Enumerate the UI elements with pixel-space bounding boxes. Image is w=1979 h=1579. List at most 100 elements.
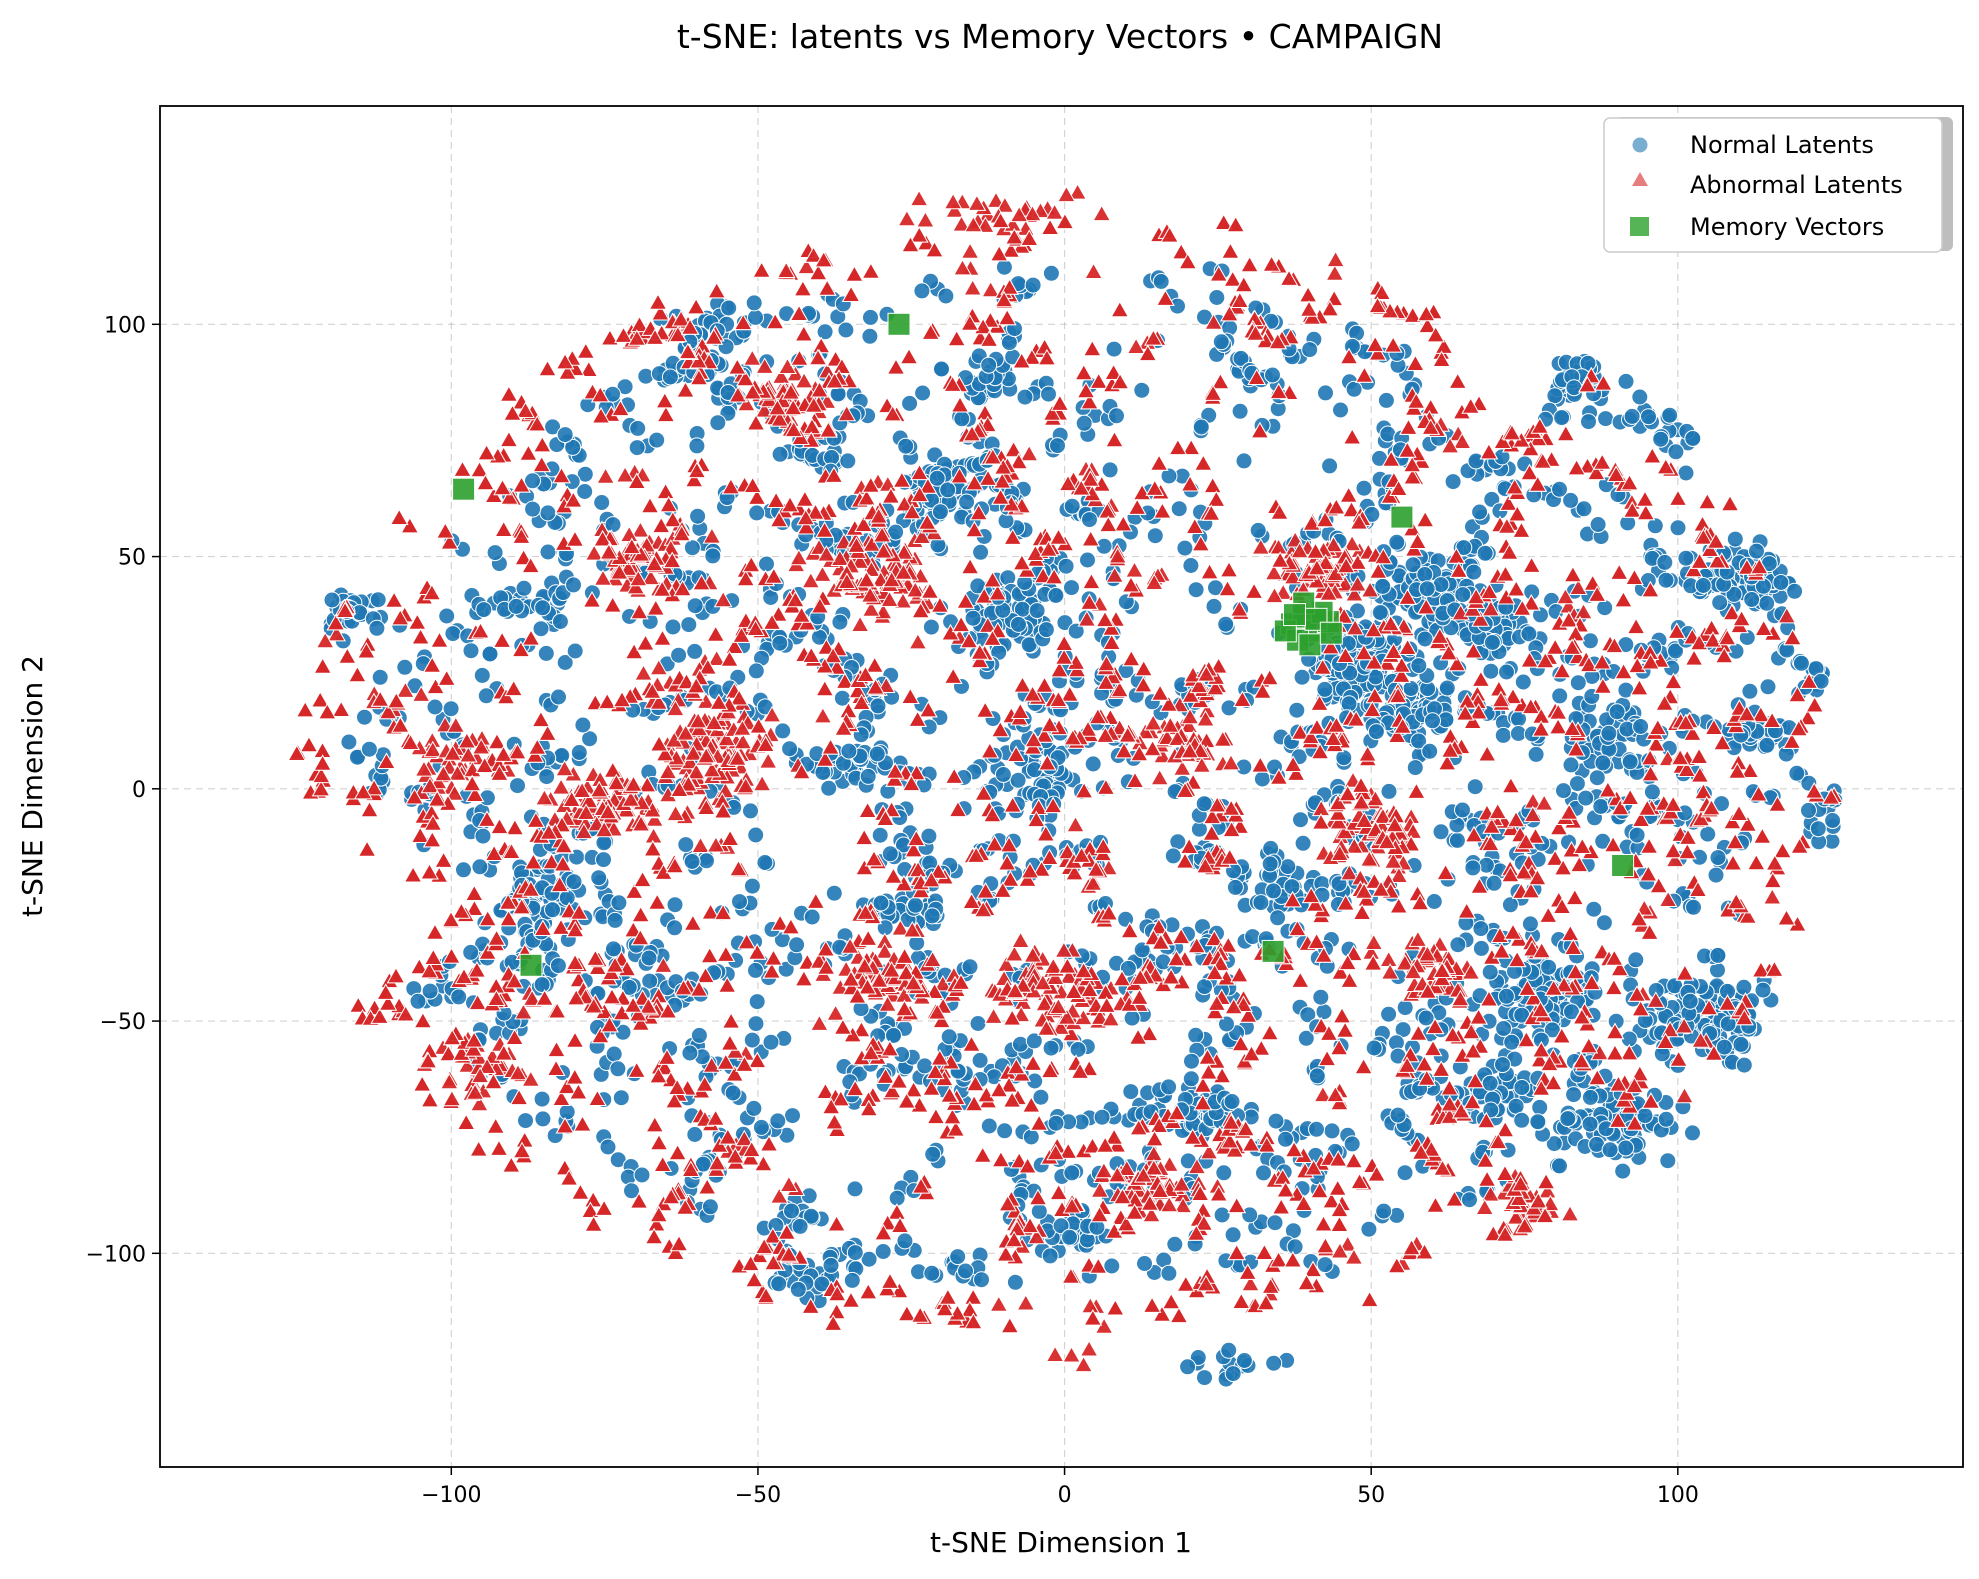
normal-latent-point: [859, 767, 877, 785]
normal-latent-point: [743, 877, 761, 895]
normal-latent-point: [1684, 430, 1702, 447]
normal-latent-point: [1170, 500, 1188, 518]
normal-latent-point: [1009, 771, 1027, 789]
normal-latent-point: [1093, 1108, 1111, 1126]
normal-latent-point: [1380, 782, 1398, 800]
normal-latent-point: [861, 327, 879, 345]
normal-latent-point: [605, 1045, 623, 1063]
normal-latent-point: [1485, 874, 1503, 892]
normal-latent-point: [1312, 988, 1330, 1006]
normal-latent-point: [409, 992, 427, 1010]
normal-latent-point: [868, 745, 886, 763]
normal-latent-point: [709, 414, 727, 432]
normal-latent-point: [1061, 1228, 1078, 1246]
normal-latent-point: [1179, 1358, 1197, 1376]
normal-latent-point: [1580, 413, 1597, 431]
normal-latent-point: [1293, 668, 1311, 686]
normal-latent-point: [1416, 630, 1434, 648]
normal-latent-point: [356, 708, 373, 726]
normal-latent-point: [1555, 782, 1572, 800]
normal-latent-point: [1316, 680, 1334, 698]
normal-latent-point: [822, 1256, 840, 1274]
normal-latent-point: [1464, 859, 1482, 877]
normal-latent-point: [1758, 736, 1776, 754]
normal-latent-point: [937, 287, 955, 305]
normal-latent-point: [1418, 580, 1436, 598]
normal-latent-point: [1255, 1164, 1272, 1182]
normal-latent-point: [1748, 542, 1765, 560]
normal-latent-point: [913, 282, 931, 300]
normal-latent-point: [1621, 753, 1639, 771]
normal-latent-point: [1265, 1354, 1283, 1372]
normal-latent-point: [961, 958, 979, 976]
normal-latent-point: [924, 1145, 942, 1163]
normal-latent-point: [462, 642, 480, 660]
normal-latent-point: [1335, 749, 1353, 767]
normal-latent-point: [629, 419, 647, 437]
normal-latent-point: [1277, 1130, 1294, 1148]
normal-latent-point: [980, 356, 998, 374]
normal-latent-point: [1732, 1035, 1750, 1053]
normal-latent-point: [742, 802, 759, 820]
normal-latent-point: [972, 543, 990, 561]
normal-latent-point: [1108, 407, 1125, 425]
normal-latent-point: [1404, 556, 1422, 574]
normal-latent-point: [1032, 1088, 1050, 1106]
normal-latent-point: [1726, 530, 1744, 548]
normal-latent-point: [558, 889, 576, 907]
normal-latent-point: [475, 601, 493, 619]
normal-latent-point: [953, 410, 971, 428]
normal-latent-point: [1551, 1157, 1568, 1175]
normal-latent-point: [1685, 898, 1702, 916]
normal-latent-point: [1028, 602, 1046, 620]
normal-latent-point: [1056, 614, 1074, 632]
normal-latent-point: [1514, 673, 1532, 691]
normal-latent-point: [1494, 1056, 1511, 1074]
normal-latent-point: [1160, 1264, 1178, 1282]
normal-latent-point: [914, 384, 932, 402]
normal-latent-point: [1154, 953, 1172, 971]
normal-latent-point: [1709, 946, 1727, 964]
normal-latent-point: [1596, 599, 1614, 617]
normal-latent-point: [1049, 437, 1066, 455]
normal-latent-point: [1047, 1114, 1065, 1132]
normal-latent-point: [1553, 409, 1571, 427]
normal-latent-point: [507, 597, 525, 615]
normal-latent-point: [1212, 333, 1230, 351]
normal-latent-point: [769, 1112, 787, 1130]
normal-latent-point: [1677, 464, 1695, 482]
normal-latent-point: [549, 957, 567, 975]
normal-latent-point: [1449, 936, 1467, 954]
plot-area: [287, 183, 1844, 1388]
normal-latent-point: [566, 642, 584, 660]
normal-latent-point: [874, 1243, 892, 1260]
normal-latent-point: [846, 1180, 864, 1198]
normal-latent-point: [1565, 379, 1583, 397]
normal-latent-point: [1636, 1107, 1654, 1125]
normal-latent-point: [1345, 380, 1363, 398]
normal-latent-point: [1235, 1352, 1253, 1369]
normal-latent-point: [1292, 811, 1309, 829]
normal-latent-point: [1288, 701, 1306, 719]
normal-latent-point: [683, 539, 701, 557]
normal-latent-point: [1786, 582, 1804, 600]
normal-latent-point: [517, 1112, 534, 1130]
normal-latent-point: [928, 469, 946, 487]
normal-latent-point: [1669, 519, 1687, 537]
normal-latent-point: [1652, 430, 1670, 448]
normal-latent-point: [1568, 775, 1586, 793]
normal-latent-point: [933, 360, 950, 378]
normal-latent-point: [748, 504, 766, 522]
normal-latent-point: [1069, 1041, 1087, 1058]
normal-latent-point: [450, 988, 468, 1006]
normal-latent-point: [1367, 723, 1385, 741]
normal-latent-point: [1465, 563, 1483, 581]
normal-latent-point: [1597, 410, 1615, 428]
normal-latent-point: [1656, 553, 1674, 571]
normal-latent-point: [539, 543, 557, 561]
normal-latent-point: [524, 500, 542, 518]
normal-latent-point: [840, 742, 858, 760]
normal-latent-point: [1030, 1202, 1048, 1220]
normal-latent-point: [1196, 1369, 1213, 1387]
